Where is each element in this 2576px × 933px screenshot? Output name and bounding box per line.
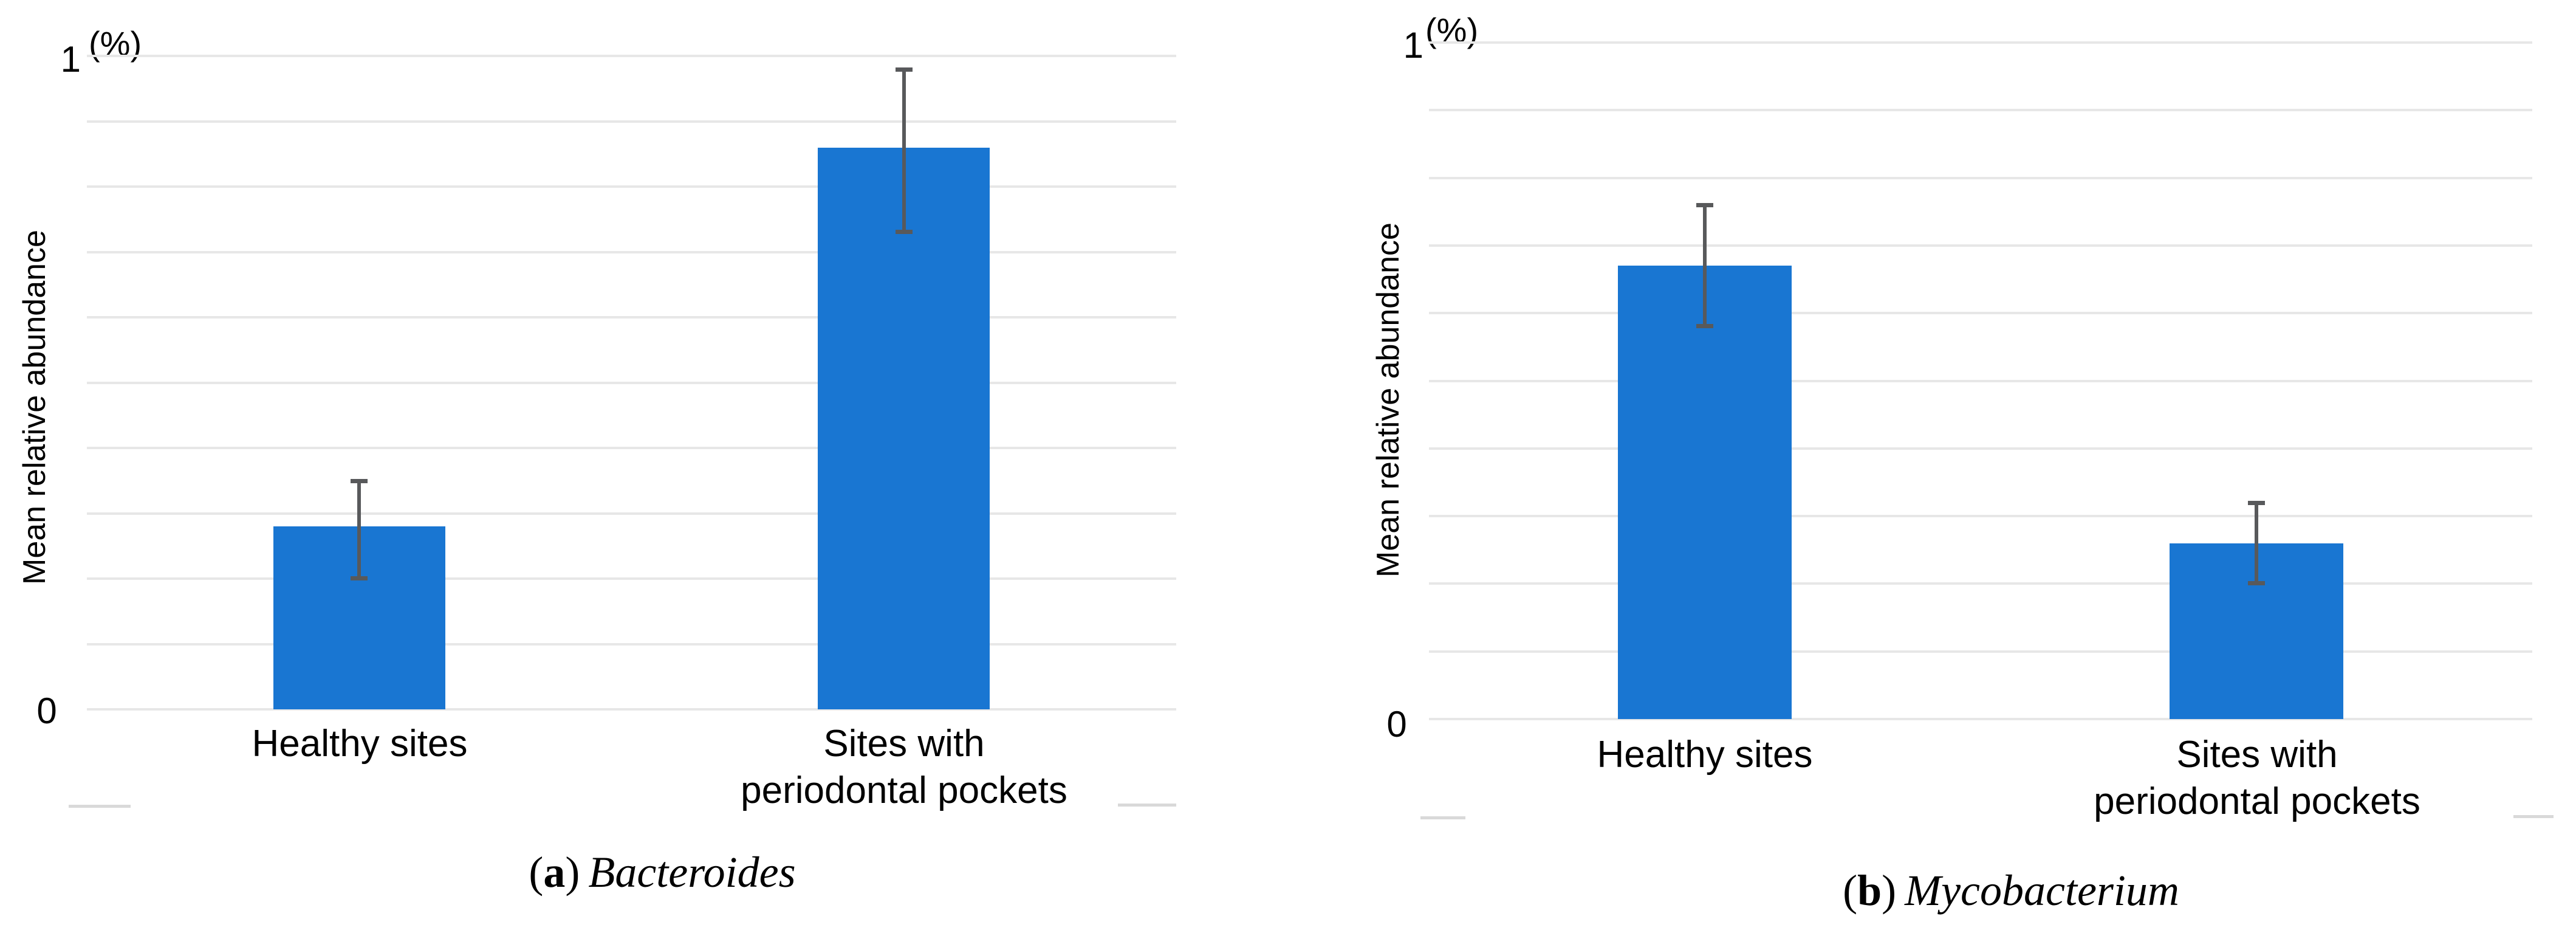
caption-marker: (b) <box>1843 866 1896 915</box>
error-bar-line <box>1703 205 1707 327</box>
gridline <box>87 381 1176 384</box>
category-label-line2: periodontal pockets <box>741 769 1067 811</box>
gridline <box>1429 312 2532 315</box>
gridline <box>1429 447 2532 450</box>
caption-paren-close: ) <box>565 848 580 897</box>
panel-caption-b: (b) Mycobacterium <box>1843 866 2179 915</box>
corner-artifact-mark <box>2513 815 2554 818</box>
gridline <box>87 708 1176 711</box>
category-label-line2: periodontal pockets <box>2094 780 2420 822</box>
error-bar-line <box>357 480 361 579</box>
bar-healthy-sites <box>1617 266 1792 719</box>
error-bar-cap-bottom <box>1696 324 1713 329</box>
caption-marker: (a) <box>529 848 580 897</box>
panel-caption-a: (a) Bacteroides <box>529 848 795 897</box>
gridline <box>1429 650 2532 653</box>
gridline <box>1429 41 2532 44</box>
gridline <box>87 642 1176 646</box>
caption-paren-open: ( <box>1843 866 1858 915</box>
gridline <box>1429 109 2532 112</box>
category-label-periodontal-pockets: Sites with periodontal pockets <box>2094 731 2420 825</box>
error-bar-cap-top <box>351 478 368 483</box>
y-axis-tick-max: 1 <box>1403 25 1423 66</box>
gridline <box>87 512 1176 515</box>
y-axis-tick-zero: 0 <box>36 690 57 731</box>
gridline <box>87 447 1176 449</box>
error-bar-line <box>902 69 906 233</box>
caption-paren-open: ( <box>529 848 544 897</box>
category-label-healthy-sites: Healthy sites <box>1597 734 1813 776</box>
gridline <box>1429 582 2532 585</box>
caption-paren-close: ) <box>1882 866 1897 915</box>
plot-area-b <box>1429 41 2532 720</box>
corner-artifact-mark <box>1420 816 1465 819</box>
caption-letter: a <box>543 848 566 897</box>
y-axis-title: Mean relative abundance <box>1371 222 1406 577</box>
gridline <box>87 120 1176 123</box>
gridline <box>87 577 1176 580</box>
gridline <box>1429 515 2532 518</box>
plot-area-a <box>87 55 1176 711</box>
caption-letter: b <box>1857 866 1882 915</box>
caption-taxon-name: Mycobacterium <box>1905 866 2179 915</box>
error-bar-cap-bottom <box>2248 581 2265 586</box>
error-bar-cap-top <box>895 67 913 72</box>
error-bar-line <box>2255 502 2258 584</box>
error-bar-cap-top <box>2248 500 2265 505</box>
y-axis-tick-max: 1 <box>60 39 81 80</box>
category-label-line1: Sites with <box>2176 734 2338 776</box>
category-label-periodontal-pockets: Sites with periodontal pockets <box>741 720 1067 814</box>
gridline <box>87 55 1176 57</box>
bar-sites-with-periodontal-pockets <box>818 147 990 709</box>
gridline <box>87 250 1176 253</box>
gridline <box>1429 718 2532 720</box>
gridline <box>1429 379 2532 382</box>
gridline <box>87 316 1176 318</box>
category-label-line1: Sites with <box>823 723 985 765</box>
error-bar-cap-top <box>1696 203 1713 208</box>
error-bar-cap-bottom <box>351 576 368 580</box>
y-axis-title: Mean relative abundance <box>17 230 52 585</box>
y-axis-tick-zero: 0 <box>1386 704 1407 745</box>
corner-artifact-mark <box>69 805 131 808</box>
gridline <box>1429 176 2532 179</box>
caption-taxon-name: Bacteroides <box>588 848 796 897</box>
error-bar-cap-bottom <box>895 230 913 235</box>
gridline <box>1429 244 2532 247</box>
corner-artifact-mark <box>1118 804 1176 807</box>
gridline <box>87 185 1176 188</box>
category-label-healthy-sites: Healthy sites <box>252 723 468 765</box>
